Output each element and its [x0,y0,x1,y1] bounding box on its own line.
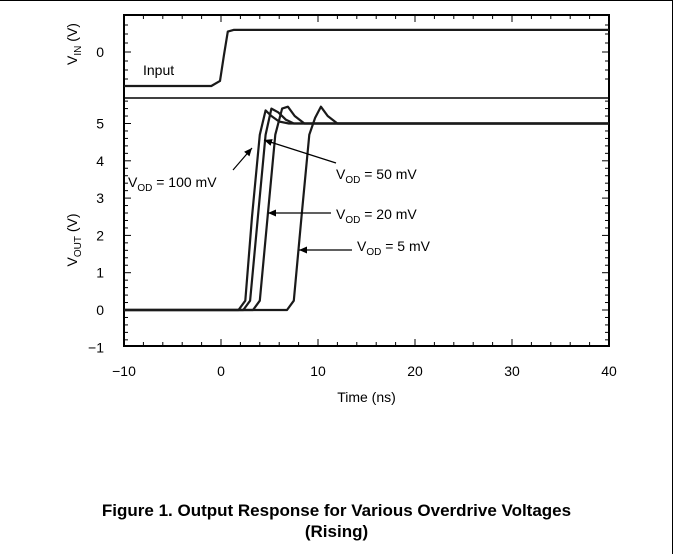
x-tick-label: 0 [217,363,225,379]
x-tick-label: 40 [601,363,617,379]
vout-y-tick-label: −1 [88,339,104,355]
x-tick-label: 10 [310,363,326,379]
vout-y-tick-label: 1 [96,265,104,281]
x-tick-label: 20 [407,363,423,379]
annotation-vod-20mv: VOD = 20 mV [336,206,417,226]
figure-caption-line-2: (Rising) [304,522,369,541]
vout-y-tick-label: 4 [96,153,104,169]
page-border-top [0,0,673,1]
vout-y-tick-label: 0 [96,302,104,318]
x-axis-label: Time (ns) [337,389,396,405]
annotation-vod-50mv-leader [263,139,337,164]
annotation-vod-100mv: VOD = 100 mV [128,174,217,194]
series-vod-5mv-line [124,105,609,312]
vout-y-tick-label: 3 [96,190,104,206]
annotation-vod-50mv: VOD = 50 mV [336,166,417,186]
vout-axis-label: VOUT (V) [64,213,84,266]
series-input-line [124,28,609,88]
plot-frame [123,14,610,347]
annotation-vod-50mv-arrowhead [264,139,273,146]
series-vod-20mv-line [124,105,609,312]
x-tick-label: −10 [112,363,136,379]
annotation-vod-100mv-arrowhead [244,148,252,157]
vin-axis-label: VIN (V) [64,23,84,65]
vout-y-tick-label: 2 [96,227,104,243]
annotation-vod-5mv-arrowhead [299,246,307,254]
x-tick-label: 30 [504,363,520,379]
annotation-vod-20mv-arrowhead [268,209,276,217]
figure-caption-line-1: Figure 1. Output Response for Various Ov… [101,501,572,520]
annotation-input: Input [143,62,174,78]
annotation-vod-5mv: VOD = 5 mV [357,238,431,258]
vout-y-tick-label: 5 [96,116,104,132]
vin-y-tick-label: 0 [96,44,104,60]
series-vod-50mv-line [124,107,609,312]
